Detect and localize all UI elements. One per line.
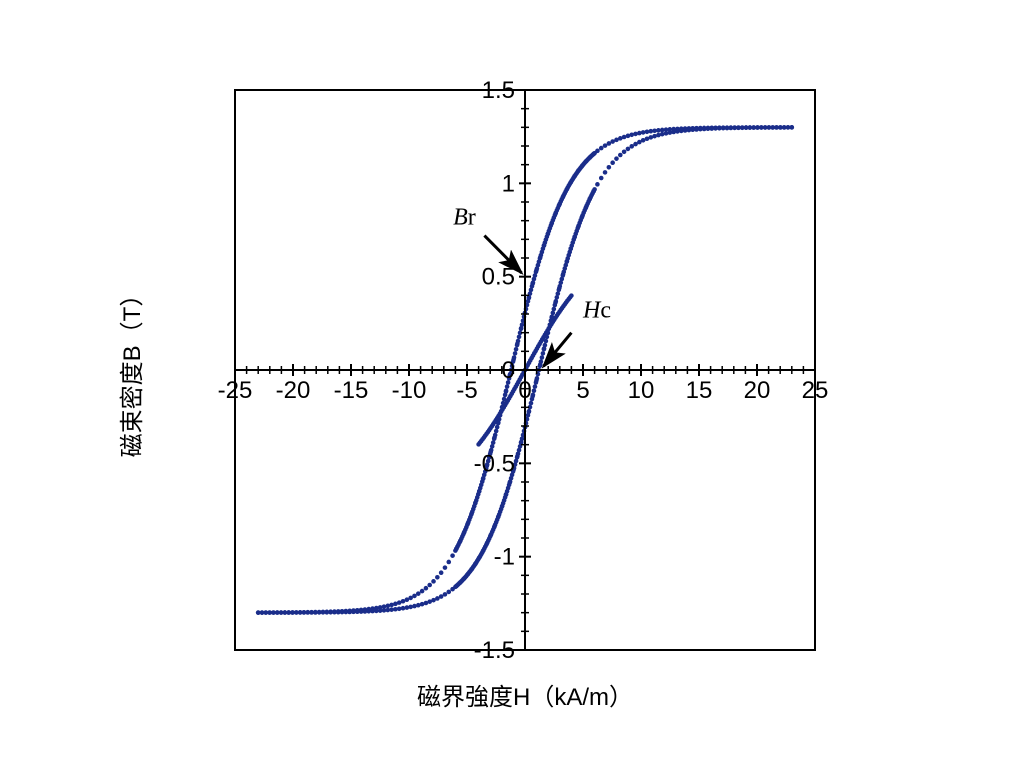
y-tick-label: 1 [502,170,515,197]
x-axis-label: 磁界強度H（kA/m） [417,684,633,711]
x-tick-label: 20 [744,377,771,404]
x-tick-label: -10 [392,377,427,404]
hysteresis-chart: -25 -20 -15 -10 -5 0 5 10 15 20 25 -1.5 -1 -0.5 0 0.5 1 1… [0,0,1024,768]
x-tick-label: 15 [686,377,713,404]
y-tick-label: 1.5 [482,77,515,104]
y-tick-label: -1 [494,544,515,571]
y-tick-label: -1.5 [474,637,515,664]
x-tick-label: -25 [218,377,253,404]
y-tick-label: -0.5 [474,450,515,477]
x-tick-label: -20 [276,377,311,404]
x-tick-label: 10 [628,377,655,404]
x-tick-label: 25 [802,377,829,404]
x-tick-label: -15 [334,377,369,404]
y-tick-label: 0 [502,357,515,384]
x-tick-label: -5 [456,377,477,404]
x-tick-label: 0 [518,377,531,404]
y-axis-label: 磁束密度B（T） [119,283,146,458]
hc-label: Hc [582,298,611,324]
br-label: Br [453,204,476,230]
x-tick-label: 5 [576,377,589,404]
y-tick-label: 0.5 [482,264,515,291]
